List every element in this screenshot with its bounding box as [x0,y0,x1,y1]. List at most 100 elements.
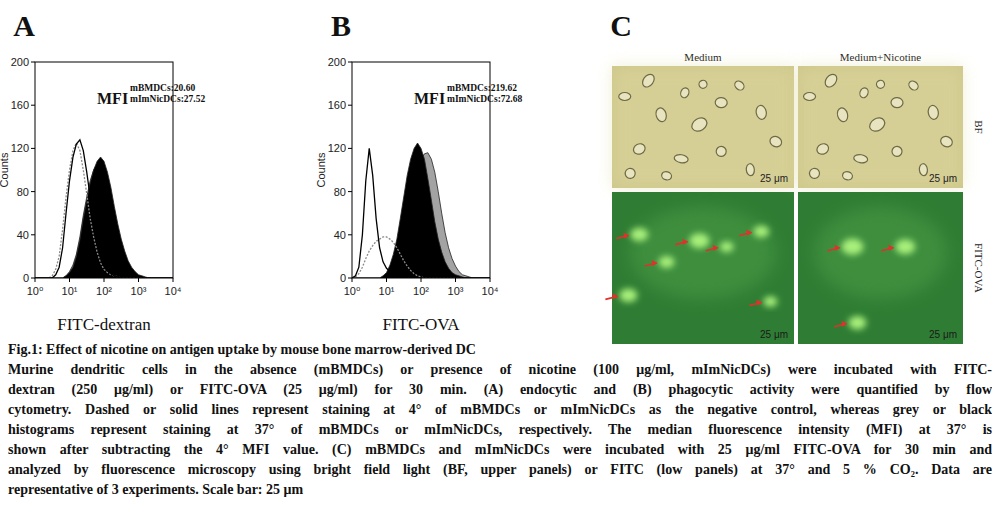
x-tick [455,278,456,282]
annotation: MFI [414,90,445,107]
x-tick-label: 10³ [448,285,464,297]
arrow-head [682,239,688,245]
x-tick-label: 10³ [131,285,147,297]
annotation: mBMDCs:219.62 [447,83,517,93]
fluorescent-cell [753,226,769,238]
image-shade [798,66,963,188]
cell [623,166,637,180]
arrow-head [841,321,847,327]
caption-line: cytometry. Dashed or solid lines represe… [8,400,992,420]
x-tick [35,278,36,282]
micrograph-panel: CMediumMedium+NicotineBFFITC-OVA25 μm25 … [605,9,985,344]
cell [808,166,822,180]
y-tick-label: 0 [340,272,346,284]
x-tick [421,278,422,282]
annotation: MFI [97,90,128,107]
cell [823,72,839,89]
y-tick-label: 160 [11,99,29,111]
arrow-head [834,245,840,251]
arrow-head [888,245,894,251]
x-tick-label: 10⁴ [165,285,182,297]
cell [875,79,885,89]
image-shade [612,66,794,188]
fluorescent-cell [841,238,863,255]
fluorescence-image: 25 μm [798,192,963,344]
cell [927,105,939,121]
arrow-head [612,293,618,299]
cell [619,93,631,101]
x-tick [352,278,353,282]
y-tick [31,191,35,192]
cell [815,142,830,156]
y-tick [31,105,35,106]
histogram-area [352,143,490,278]
fluorescent-cell [659,256,675,268]
histogram-line [352,148,490,278]
y-tick-label: 120 [11,142,29,154]
cell [768,135,783,149]
data-group [352,143,490,278]
arrow-head [746,230,752,236]
fluorescent-cell [619,289,637,303]
scale-bar-label: 25 μm [929,329,957,340]
column-header: Medium+Nicotine [840,51,921,63]
fluorescent-cell [720,241,734,252]
y-tick [348,278,352,279]
image-background [798,66,963,188]
image-background [612,66,794,188]
y-tick [31,278,35,279]
caption-line: Murine dendritic cells in the absence (m… [8,360,992,380]
y-tick [348,234,352,235]
x-axis-label: FITC-dextran [57,315,151,334]
caption-line: representative of 3 experiments. Scale b… [8,480,992,500]
cell [867,115,887,134]
bright-field-image: 25 μm [798,66,963,188]
cell [755,105,767,121]
image-shade [815,207,947,298]
cell [836,107,849,123]
panel-label: B [331,9,351,42]
image-background [612,192,794,344]
cell [640,72,656,89]
cell [733,79,746,92]
cell [939,135,954,149]
x-tick-label: 10¹ [62,285,78,297]
cell [891,97,904,108]
x-tick-label: 10¹ [379,285,395,297]
cell [654,107,667,123]
cell [715,97,728,108]
y-tick-label: 40 [334,229,346,241]
y-tick-label: 80 [17,186,29,198]
cell [746,163,755,176]
caption-line: analyzed by fluorescence microscopy usin… [8,460,992,480]
x-tick [173,278,174,282]
column-header: Medium [684,51,722,63]
cell [632,142,647,156]
caption: Fig.1: Effect of nicotine on antigen upt… [8,340,992,500]
caption-line: shown after subtracting the 4° MFI value… [8,440,992,460]
histogram-area [35,157,173,278]
y-tick [348,148,352,149]
caption-line: histograms represent staining at 37° of … [8,420,992,440]
y-tick-label: 40 [17,229,29,241]
arrow-head [623,233,629,239]
x-tick [490,278,491,282]
panel-label: A [13,9,35,42]
y-tick-label: 0 [23,272,29,284]
cell [804,93,816,101]
fluorescent-cell [895,239,915,254]
y-tick-label: 200 [328,56,346,68]
x-tick-label: 10² [413,285,429,297]
y-tick [31,234,35,235]
fluorescent-cell [848,316,866,330]
cell [890,144,904,158]
row-label: FITC-OVA [973,243,985,293]
x-tick [138,278,139,282]
cell [858,87,869,99]
fluorescence-image: 25 μm [605,192,794,344]
cell [842,171,854,181]
caption-line: dextran (250 μg/ml) or FITC-OVA (25 μg/m… [8,380,992,400]
y-tick-label: 120 [328,142,346,154]
cell [689,115,709,134]
caption-title: Fig.1: Effect of nicotine on antigen upt… [8,340,992,360]
